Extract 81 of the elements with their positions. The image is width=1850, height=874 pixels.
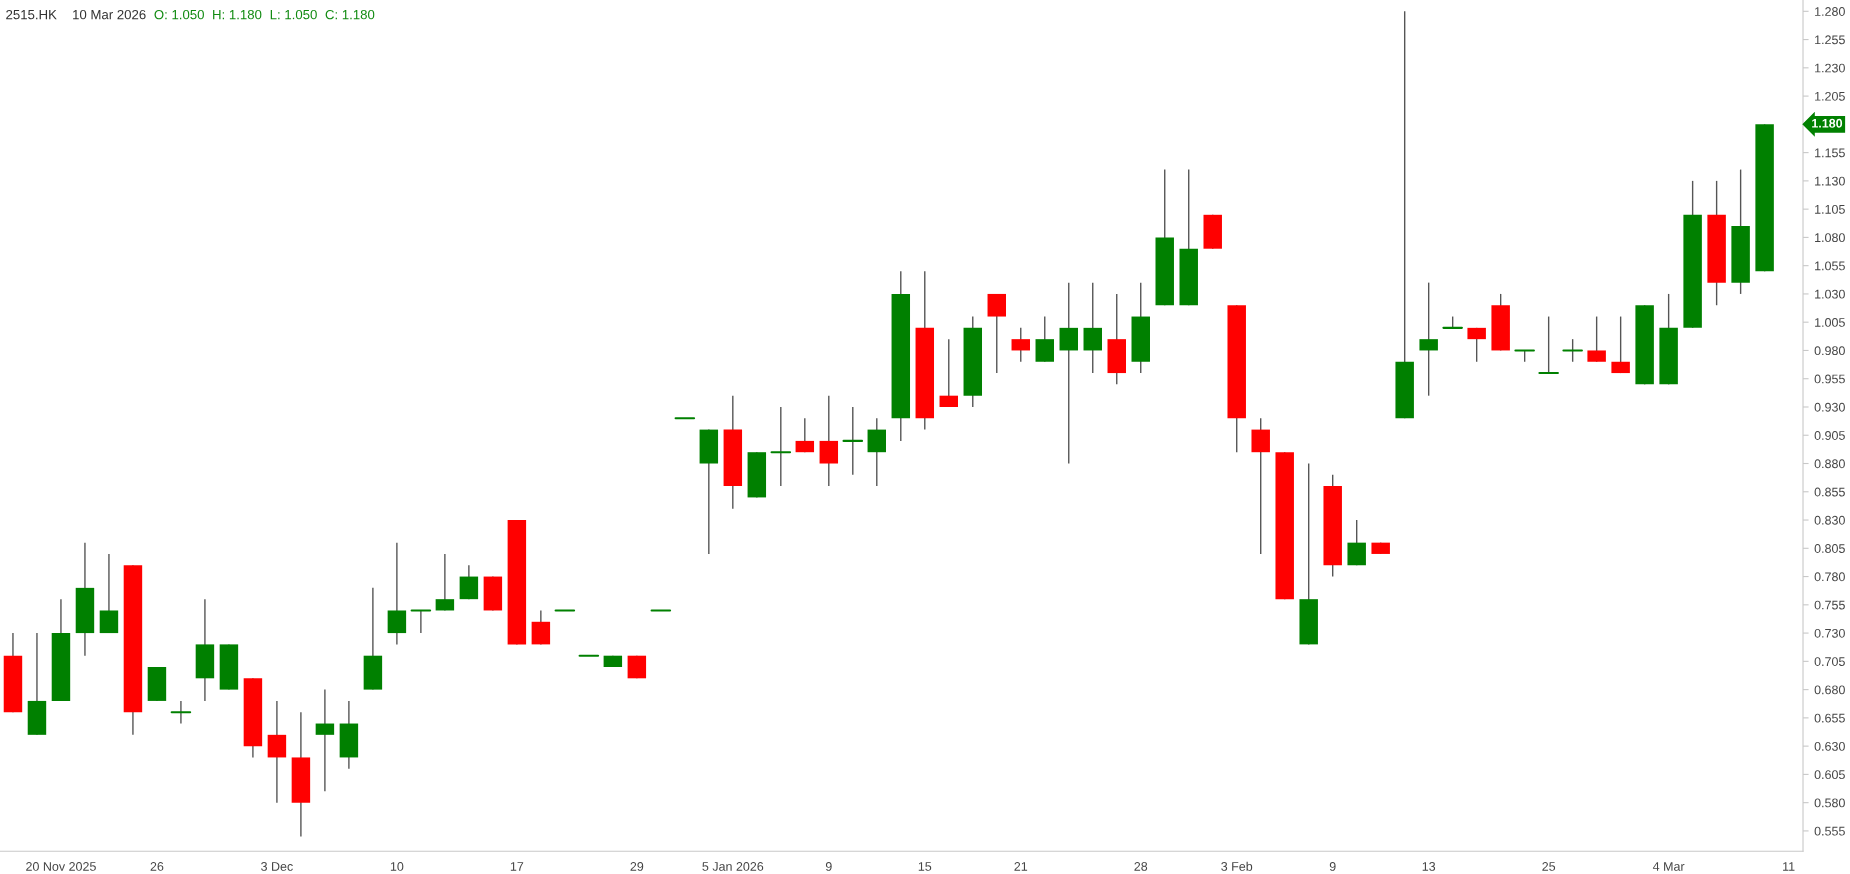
y-tick-label: 1.055 xyxy=(1815,261,1845,271)
y-tick-label: 0.805 xyxy=(1814,544,1845,553)
y-tick-label: 0.880 xyxy=(1814,459,1845,469)
candlestick xyxy=(1562,338,1583,363)
y-tick-label: 0.705 xyxy=(1814,657,1845,666)
text: 1.180 xyxy=(1812,118,1843,128)
x-tick-label: 13 xyxy=(1422,862,1436,871)
x-tick-label: 26 xyxy=(150,862,164,871)
candlestick xyxy=(770,406,792,487)
y-tick-label: 0.830 xyxy=(1814,515,1845,525)
candlestick xyxy=(267,700,287,804)
x-tick-label: 15 xyxy=(918,862,932,871)
x-tick-label: 9 xyxy=(1329,862,1336,871)
y-tick-label: 1.155 xyxy=(1815,148,1845,158)
candlestick xyxy=(795,417,815,453)
y-tick-label: 1.230 xyxy=(1815,63,1845,73)
x-tick-label: 20 Nov 2025 xyxy=(26,862,96,871)
y-tick-label: 1.205 xyxy=(1815,91,1845,101)
annotation: L: 1.050 xyxy=(270,9,317,20)
candlestick xyxy=(1011,327,1030,363)
y-tick-label: 1.280 xyxy=(1815,7,1845,16)
y-tick-label: 0.980 xyxy=(1814,346,1845,356)
y-tick-label: 1.105 xyxy=(1815,204,1845,214)
y-tick-label: 0.555 xyxy=(1814,826,1845,836)
candlestick xyxy=(842,406,864,476)
annotation: O: 1.050 xyxy=(154,9,204,20)
candlestick xyxy=(819,394,839,487)
candlestick xyxy=(939,338,959,408)
annotation: C: 1.180 xyxy=(325,9,375,20)
candlestick xyxy=(531,609,551,646)
x-tick-label: 9 xyxy=(825,862,832,871)
y-tick-label: 0.580 xyxy=(1814,798,1845,808)
x-tick-label: 3 Dec xyxy=(261,862,293,871)
candlestick xyxy=(1347,519,1366,566)
y-tick-label: 0.855 xyxy=(1814,487,1845,497)
candlestick xyxy=(315,688,335,793)
x-tick-label: 4 Mar xyxy=(1652,862,1685,871)
text: 10 Mar 2026 xyxy=(73,9,146,20)
candlestick xyxy=(99,553,119,634)
candlestick xyxy=(1587,315,1606,363)
candlestick xyxy=(1083,281,1102,374)
y-tick-label: 1.255 xyxy=(1815,35,1845,45)
x-tick-label: 5 Jan 2026 xyxy=(702,862,764,871)
candlestick xyxy=(170,700,192,725)
candlestick xyxy=(459,564,479,600)
y-tick-label: 1.130 xyxy=(1815,176,1845,186)
y-tick-label: 1.080 xyxy=(1815,233,1845,243)
annotation: H: 1.180 xyxy=(213,9,262,20)
text: 2515.HK xyxy=(6,9,57,20)
y-tick-label: 0.955 xyxy=(1814,374,1845,384)
candlestick xyxy=(1611,315,1630,374)
x-tick-label: 10 xyxy=(390,862,404,871)
candlestick xyxy=(1251,417,1270,555)
y-tick-label: 0.755 xyxy=(1814,600,1845,610)
y-tick-label: 0.605 xyxy=(1814,770,1845,780)
y-tick-label: 0.730 xyxy=(1814,628,1845,638)
candlestick xyxy=(867,417,887,487)
y-tick-label: 0.930 xyxy=(1814,402,1845,412)
x-tick-label: 29 xyxy=(630,862,644,871)
candlestick xyxy=(1419,281,1438,397)
x-tick-label: 17 xyxy=(510,862,524,871)
x-tick-label: 3 Feb xyxy=(1221,861,1253,871)
y-tick-label: 1.030 xyxy=(1815,289,1845,299)
candlestick xyxy=(987,293,1006,374)
candlestick xyxy=(387,541,407,646)
candlestick xyxy=(1035,315,1054,363)
y-tick-label: 0.680 xyxy=(1814,685,1845,695)
candlestick xyxy=(1059,281,1078,465)
y-tick-label: 1.005 xyxy=(1815,318,1845,327)
candlestick xyxy=(1467,327,1486,363)
x-tick-label: 21 xyxy=(1014,862,1028,871)
candlestick xyxy=(1538,315,1559,375)
y-tick-label: 0.780 xyxy=(1814,572,1845,582)
x-tick-label: 28 xyxy=(1134,862,1148,871)
y-tick-label: 0.655 xyxy=(1814,713,1845,723)
x-tick-label: 11 xyxy=(1783,862,1795,871)
candlestick xyxy=(435,553,455,612)
x-tick-label: 25 xyxy=(1542,862,1556,871)
candlestick xyxy=(410,609,432,634)
y-tick-label: 0.905 xyxy=(1814,431,1845,440)
y-tick-label: 0.630 xyxy=(1814,741,1845,751)
